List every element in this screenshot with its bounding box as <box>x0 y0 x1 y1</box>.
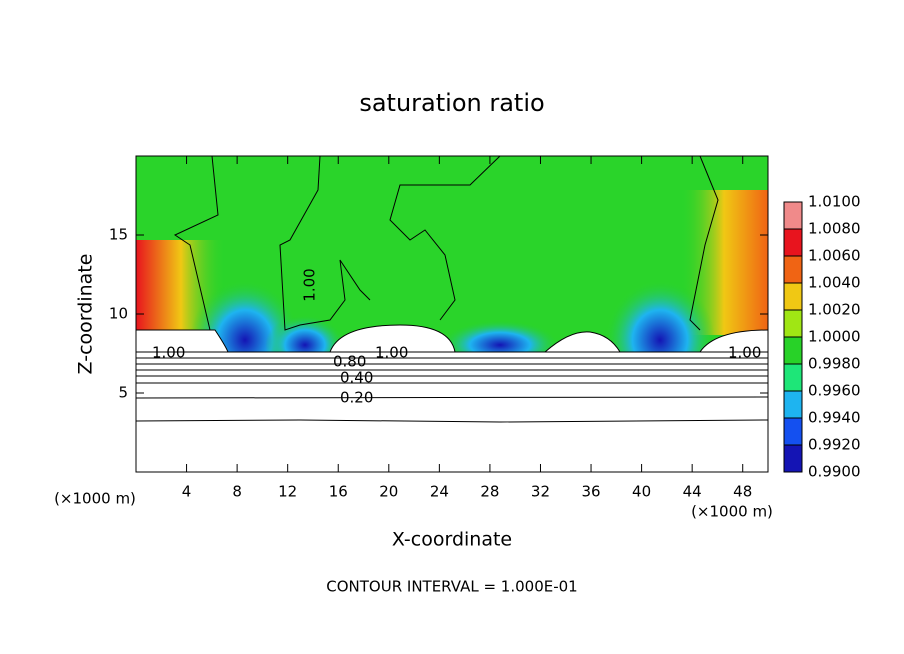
contour-label: 0.80 <box>333 353 366 371</box>
x-tick-label: 40 <box>632 483 651 501</box>
colorbar-band <box>784 202 802 229</box>
colorbar-band <box>784 310 802 337</box>
y-tick-label: 15 <box>109 226 128 244</box>
x-tick-label: 16 <box>329 483 348 501</box>
x-tick-label: 8 <box>232 483 242 501</box>
colorbar-band <box>784 229 802 256</box>
colorbar-tick-label: 0.9960 <box>808 382 861 400</box>
colorbar-tick-label: 0.9980 <box>808 355 861 373</box>
x-tick-label: 4 <box>182 483 192 501</box>
colorbar-tick-label: 1.0040 <box>808 274 861 292</box>
colorbar-tick-label: 0.9920 <box>808 436 861 454</box>
contour-label: 0.20 <box>340 389 373 407</box>
footer: CONTOUR INTERVAL = 1.000E-01 <box>326 578 577 596</box>
colorbar-tick-label: 1.0080 <box>808 220 861 238</box>
x-tick-label: 44 <box>683 483 702 501</box>
colorbar-band <box>784 445 802 472</box>
contour-label: 0.40 <box>340 369 373 387</box>
colorbar-band <box>784 256 802 283</box>
colorbar-tick-label: 1.0020 <box>808 301 861 319</box>
y-tick-label: 5 <box>118 384 128 402</box>
x-tick-label: 12 <box>278 483 297 501</box>
colorbar-tick-label: 0.9900 <box>808 463 861 481</box>
x-tick-label: 36 <box>581 483 600 501</box>
field <box>135 155 769 472</box>
contour-label: 1.00 <box>301 268 319 301</box>
colorbar-band <box>784 418 802 445</box>
chart-title: saturation ratio <box>359 89 544 117</box>
x-tick-label: 20 <box>379 483 398 501</box>
colorbar-band <box>784 364 802 391</box>
contour-label: 1.00 <box>375 344 408 362</box>
y-axis-label: Z-coordinate <box>75 254 97 375</box>
x-tick-label: 28 <box>480 483 499 501</box>
colorbar-band <box>784 337 802 364</box>
contour-label: 1.00 <box>728 344 761 362</box>
colorbar-band <box>784 391 802 418</box>
y-unit-label: (×1000 m) <box>54 490 136 508</box>
colorbar-band <box>784 283 802 310</box>
colorbar-tick-label: 1.0060 <box>808 247 861 265</box>
x-tick-label: 48 <box>733 483 752 501</box>
colorbar-tick-label: 1.0000 <box>808 328 861 346</box>
contour-label: 1.00 <box>152 344 185 362</box>
x-tick-label: 32 <box>531 483 550 501</box>
colorbar-tick-label: 0.9940 <box>808 409 861 427</box>
colorbar-tick-label: 1.0100 <box>808 193 861 211</box>
x-unit-label: (×1000 m) <box>691 503 773 521</box>
x-tick-label: 24 <box>430 483 449 501</box>
x-axis-label: X-coordinate <box>392 529 512 551</box>
y-tick-label: 10 <box>109 305 128 323</box>
